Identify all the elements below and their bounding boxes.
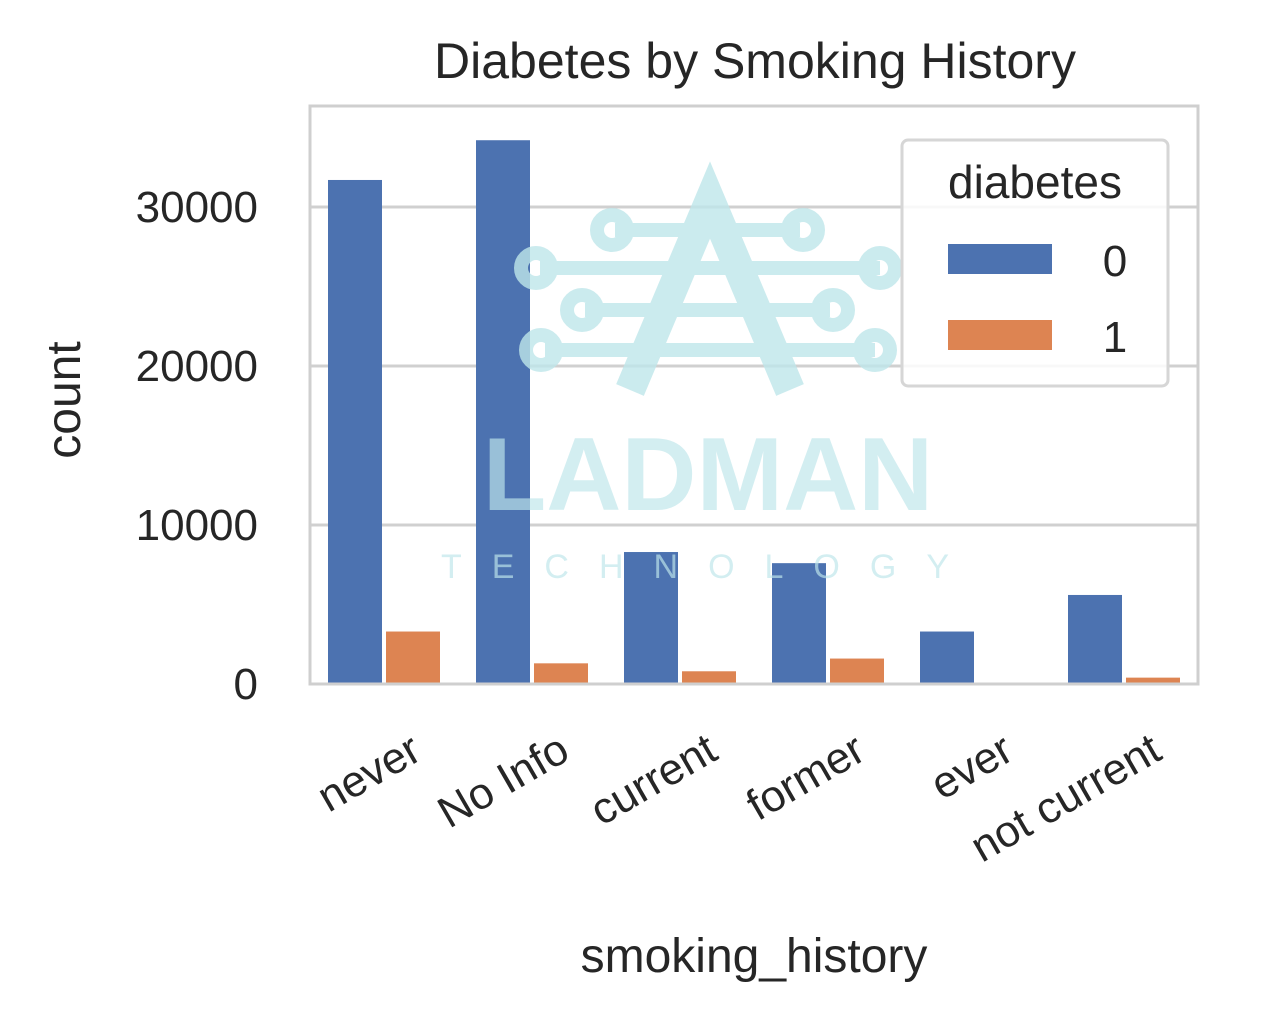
bar-former-diabetes-1	[830, 658, 884, 684]
bar-former-diabetes-0	[772, 563, 826, 684]
legend-swatch-0	[948, 244, 1052, 274]
y-tick-label: 0	[234, 660, 258, 709]
bar-not-current-diabetes-0	[1068, 594, 1122, 684]
bar-current-diabetes-1	[682, 671, 736, 684]
legend-label-1: 1	[1103, 313, 1127, 362]
legend-swatch-1	[948, 320, 1052, 350]
y-tick-labels: 0 10000 20000 30000	[136, 183, 258, 709]
bar-never-diabetes-0	[328, 179, 382, 684]
x-axis-label: smoking_history	[581, 930, 928, 983]
circuit-a-icon	[514, 161, 902, 396]
y-tick-label: 20000	[136, 342, 258, 391]
y-axis-label: count	[38, 341, 91, 458]
bar-ever-diabetes-0	[920, 631, 974, 684]
plot-frame	[308, 104, 1200, 686]
legend-label-0: 0	[1103, 237, 1127, 286]
x-tick-label: current	[582, 724, 725, 835]
legend: diabetes 0 1	[900, 138, 1170, 388]
x-tick-label: ever	[922, 724, 1021, 809]
y-tick-label: 10000	[136, 501, 258, 550]
chart-title: Diabetes by Smoking History	[434, 33, 1076, 89]
bar-no-info-diabetes-0	[476, 140, 530, 685]
watermark-logo: LADMAN TECHNOLOGY	[441, 161, 979, 586]
bar-current-diabetes-0	[624, 552, 678, 684]
bar-not-current-diabetes-1	[1126, 677, 1180, 684]
bar-no-info-diabetes-1	[534, 663, 588, 684]
bars	[328, 140, 1180, 685]
watermark-sub: TECHNOLOGY	[441, 548, 979, 586]
x-tick-label: never	[309, 724, 429, 821]
y-tick-label: 30000	[136, 183, 258, 232]
x-tick-label: No Info	[430, 724, 577, 837]
x-tick-label: former	[738, 724, 873, 830]
bar-never-diabetes-1	[386, 631, 440, 684]
watermark-brand: LADMAN	[483, 417, 934, 533]
legend-title: diabetes	[948, 156, 1122, 208]
